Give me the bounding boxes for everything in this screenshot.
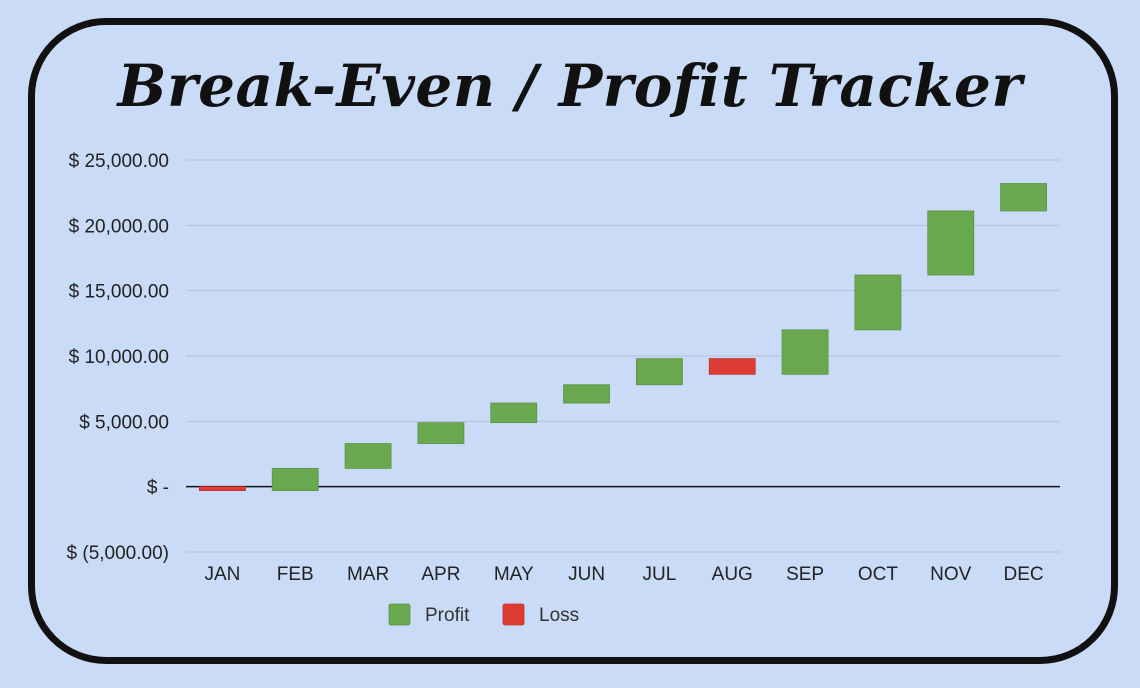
y-tick-label: $ (5,000.00) [67, 543, 169, 564]
y-tick-label: $ 5,000.00 [79, 412, 169, 433]
y-tick-label: $ 20,000.00 [69, 216, 169, 237]
y-tick-label: $ 15,000.00 [69, 282, 169, 303]
bar-dec [1000, 183, 1047, 212]
y-tick-label: $ 10,000.00 [69, 347, 169, 368]
y-axis-ticks: $ 25,000.00 $ 20,000.00 $ 15,000.00 $ 10,00… [67, 151, 169, 564]
x-tick-label: JUL [643, 564, 677, 585]
legend-swatch-profit [388, 603, 411, 626]
x-tick-label: AUG [712, 564, 753, 585]
x-axis-categories: JAN FEB MAR APR MAY JUN JUL AUG SEP OCT NOV DEC [204, 564, 1043, 585]
x-tick-label: OCT [858, 564, 899, 585]
x-tick-label: MAR [347, 564, 389, 585]
bar-jan [199, 486, 246, 491]
legend-swatch-loss [502, 603, 525, 626]
bar-feb [271, 467, 319, 491]
bar-aug [708, 358, 756, 375]
y-tick-label: $ - [147, 478, 169, 499]
bar-sep [781, 329, 829, 375]
x-tick-label: JAN [204, 564, 240, 585]
legend: Profit Loss [388, 603, 579, 626]
x-tick-label: NOV [930, 564, 972, 585]
x-tick-label: APR [421, 564, 460, 585]
bars [199, 183, 1047, 491]
x-tick-label: JUN [568, 564, 605, 585]
bar-apr [417, 422, 465, 444]
bar-mar [344, 443, 392, 469]
chart-title: Break-Even / Profit Tracker [117, 52, 1023, 120]
x-tick-label: DEC [1004, 564, 1044, 585]
bar-jun [563, 384, 610, 404]
bar-jul [636, 358, 683, 386]
grid-lines [186, 159, 1060, 553]
x-tick-label: MAY [494, 564, 534, 585]
x-tick-label: FEB [277, 564, 314, 585]
bar-nov [927, 210, 975, 276]
legend-label-profit: Profit [425, 605, 470, 626]
bar-oct [854, 274, 902, 331]
chart-frame [28, 18, 1118, 664]
x-tick-label: SEP [786, 564, 824, 585]
y-tick-label: $ 25,000.00 [69, 151, 169, 172]
bar-may [490, 402, 538, 424]
legend-label-loss: Loss [539, 605, 579, 626]
